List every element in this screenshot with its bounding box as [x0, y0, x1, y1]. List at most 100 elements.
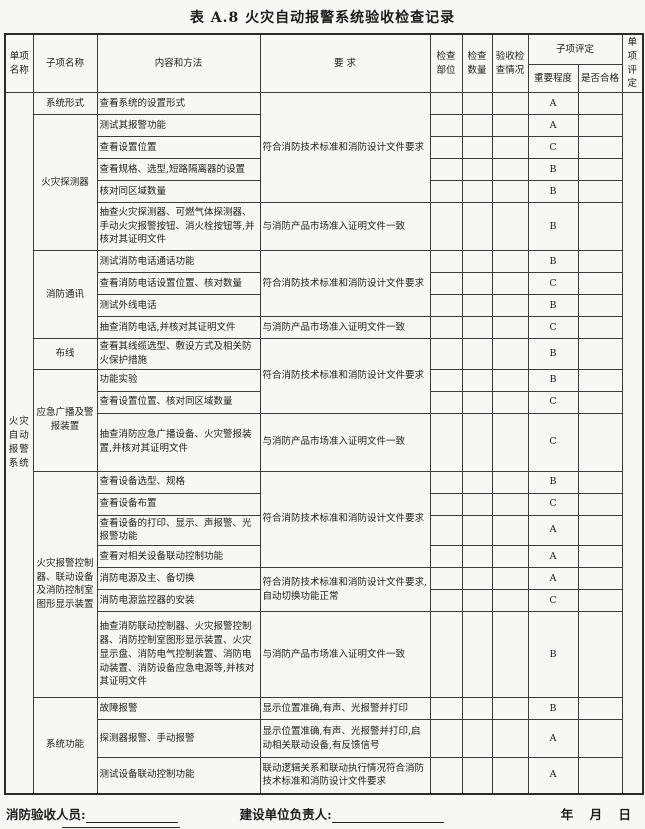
check-part-cell — [429, 514, 463, 547]
check-part-cell — [429, 412, 463, 472]
content-cell: 查看消防电话设置位置、核对数量 — [96, 272, 261, 296]
content-cell: 查看设备选型、规格 — [96, 470, 261, 494]
content-cell: 查看设置位置 — [96, 136, 261, 160]
header-sub-eval: 子项评定 — [527, 33, 623, 65]
check-part-cell — [429, 757, 463, 795]
content-cell: 测试其报警功能 — [96, 114, 261, 138]
qualified-cell — [577, 514, 623, 547]
content-cell: 查看设备的打印、显示、声报警、光报警功能 — [96, 514, 261, 547]
acceptance-cell — [491, 294, 529, 318]
check-part-cell — [429, 316, 463, 340]
content-cell: 测试消防电话通话功能 — [96, 250, 261, 274]
check-part-cell — [429, 589, 463, 613]
header-check-part: 检查 部位 — [429, 33, 463, 94]
check-part-cell — [429, 294, 463, 318]
builder-representative-label: 建设单位负责人: — [239, 806, 332, 822]
check-qty-cell — [461, 492, 493, 516]
check-qty-cell — [461, 136, 493, 160]
importance-cell: B — [527, 250, 579, 274]
qualified-cell — [577, 545, 623, 569]
importance-cell: C — [527, 492, 579, 516]
check-qty-cell — [461, 294, 493, 318]
header-requirement: 要 求 — [259, 33, 431, 94]
qualified-cell — [577, 158, 623, 182]
check-qty-cell — [461, 545, 493, 569]
header-importance: 重要程度 — [527, 63, 579, 94]
table-row: 火灾 自动 报警 系统 系统形式 查看系统的设置形式 符合消防技术标准和消防设计… — [4, 92, 644, 795]
qualified-cell — [577, 368, 623, 392]
check-part-cell — [429, 470, 463, 494]
acceptance-cell — [491, 272, 529, 296]
qualified-cell — [577, 492, 623, 516]
content-cell: 测试设备联动控制功能 — [96, 757, 261, 795]
table-row: 消防通讯 测试消防电话通话功能 符合消防技术标准和消防设计文件要求 B — [5, 250, 643, 340]
requirement-cell: 显示位置准确,有声、光报警并打印 — [259, 697, 431, 721]
check-part-cell — [429, 567, 463, 591]
qualified-cell — [577, 202, 623, 252]
content-cell: 功能实验 — [96, 368, 261, 392]
requirement-cell: 符合消防技术标准和消防设计文件要求 — [259, 92, 431, 204]
table-row: 系统功能 故障报警 显示位置准确,有声、光报警并打印 B — [5, 697, 643, 795]
content-cell: 消防电源监控器的安装 — [96, 589, 261, 613]
check-part-cell — [429, 158, 463, 182]
check-qty-cell — [461, 390, 493, 414]
content-cell: 查看设备布置 — [96, 492, 261, 516]
importance-cell: A — [527, 114, 579, 138]
table-row: 火灾报警控制器、联动设备及消防控制室图形显示装置 查看设备选型、规格 符合消防技… — [5, 470, 643, 699]
page-title: 表 A.8 火灾自动报警系统验收检查记录 — [189, 10, 456, 26]
acceptance-cell — [491, 390, 529, 414]
subitem-cell: 火灾报警控制器、联动设备及消防控制室图形显示装置 — [32, 470, 98, 699]
date-label: 年 月 日 — [560, 806, 637, 822]
table-row: 抽查消防应急广播设备、火灾警报装置,并核对其证明文件 与消防产品市场准入证明文件… — [5, 412, 643, 472]
check-qty-cell — [461, 368, 493, 392]
header-subitem-name: 子项名称 — [32, 33, 98, 94]
check-part-cell — [429, 180, 463, 204]
importance-cell: B — [527, 697, 579, 721]
importance-cell: B — [527, 368, 579, 392]
check-qty-cell — [461, 719, 493, 759]
requirement-cell: 符合消防技术标准和消防设计文件要求,自动切换功能正常 — [259, 567, 431, 613]
builder-representative-signature-line — [331, 809, 444, 823]
requirement-cell: 与消防产品市场准入证明文件一致 — [259, 611, 431, 699]
fire-inspector-signature-line — [85, 809, 178, 823]
table-row: 布线 查看其线缆选型、敷设方式及相关防火保护措施 符合消防技术标准和消防设计文件… — [5, 338, 643, 414]
subitem-cell: 消防通讯 — [32, 250, 98, 340]
qualified-cell — [577, 719, 623, 759]
check-qty-cell — [461, 567, 493, 591]
importance-cell: C — [527, 589, 579, 613]
qualified-cell — [577, 390, 623, 414]
check-qty-cell — [461, 757, 493, 795]
importance-cell: B — [527, 180, 579, 204]
check-part-cell — [429, 545, 463, 569]
qualified-cell — [577, 294, 623, 318]
acceptance-cell — [491, 545, 529, 569]
table-row: 探测器报警、手动报警 显示位置准确,有声、光报警并打印,启动相关联动设备,有反馈… — [5, 719, 643, 759]
item-eval-cell — [621, 92, 644, 795]
table-row: 消防电源监控器的安装 C — [5, 589, 643, 613]
content-cell: 探测器报警、手动报警 — [96, 719, 261, 759]
table-row: 测试外线电话 B — [5, 294, 643, 318]
check-qty-cell — [461, 158, 493, 182]
table-row: 查看设备的打印、显示、声报警、光报警功能 A — [5, 514, 643, 547]
check-part-cell — [429, 697, 463, 721]
content-cell: 查看其线缆选型、敷设方式及相关防火保护措施 — [96, 338, 261, 370]
signature-row: 消防验收人员: 建设单位负责人: 年 月 日 — [0, 804, 645, 823]
header-item-name: 单项 名称 — [4, 33, 34, 94]
acceptance-cell — [491, 114, 529, 138]
content-cell: 查看系统的设置形式 — [96, 92, 261, 116]
requirement-cell: 显示位置准确,有声、光报警并打印,启动相关联动设备,有反馈信号 — [259, 719, 431, 759]
header-qualified: 是否合格 — [577, 63, 623, 94]
importance-cell: A — [527, 514, 579, 547]
table-row: 查看设置位置 C — [5, 136, 643, 160]
acceptance-cell — [491, 202, 529, 252]
qualified-cell — [577, 338, 623, 370]
acceptance-cell — [491, 338, 529, 370]
check-qty-cell — [461, 202, 493, 252]
header-acceptance: 验收检 查情况 — [491, 33, 529, 94]
table-row: 抽查火灾探测器、可燃气体探测器、手动火灾报警按钮、消火栓按钮等,并核对其证明文件… — [5, 202, 643, 252]
acceptance-cell — [491, 92, 529, 116]
content-cell: 查看设置位置、核对同区域数量 — [96, 390, 261, 414]
importance-cell: A — [527, 757, 579, 795]
requirement-cell: 符合消防技术标准和消防设计文件要求 — [259, 470, 431, 569]
